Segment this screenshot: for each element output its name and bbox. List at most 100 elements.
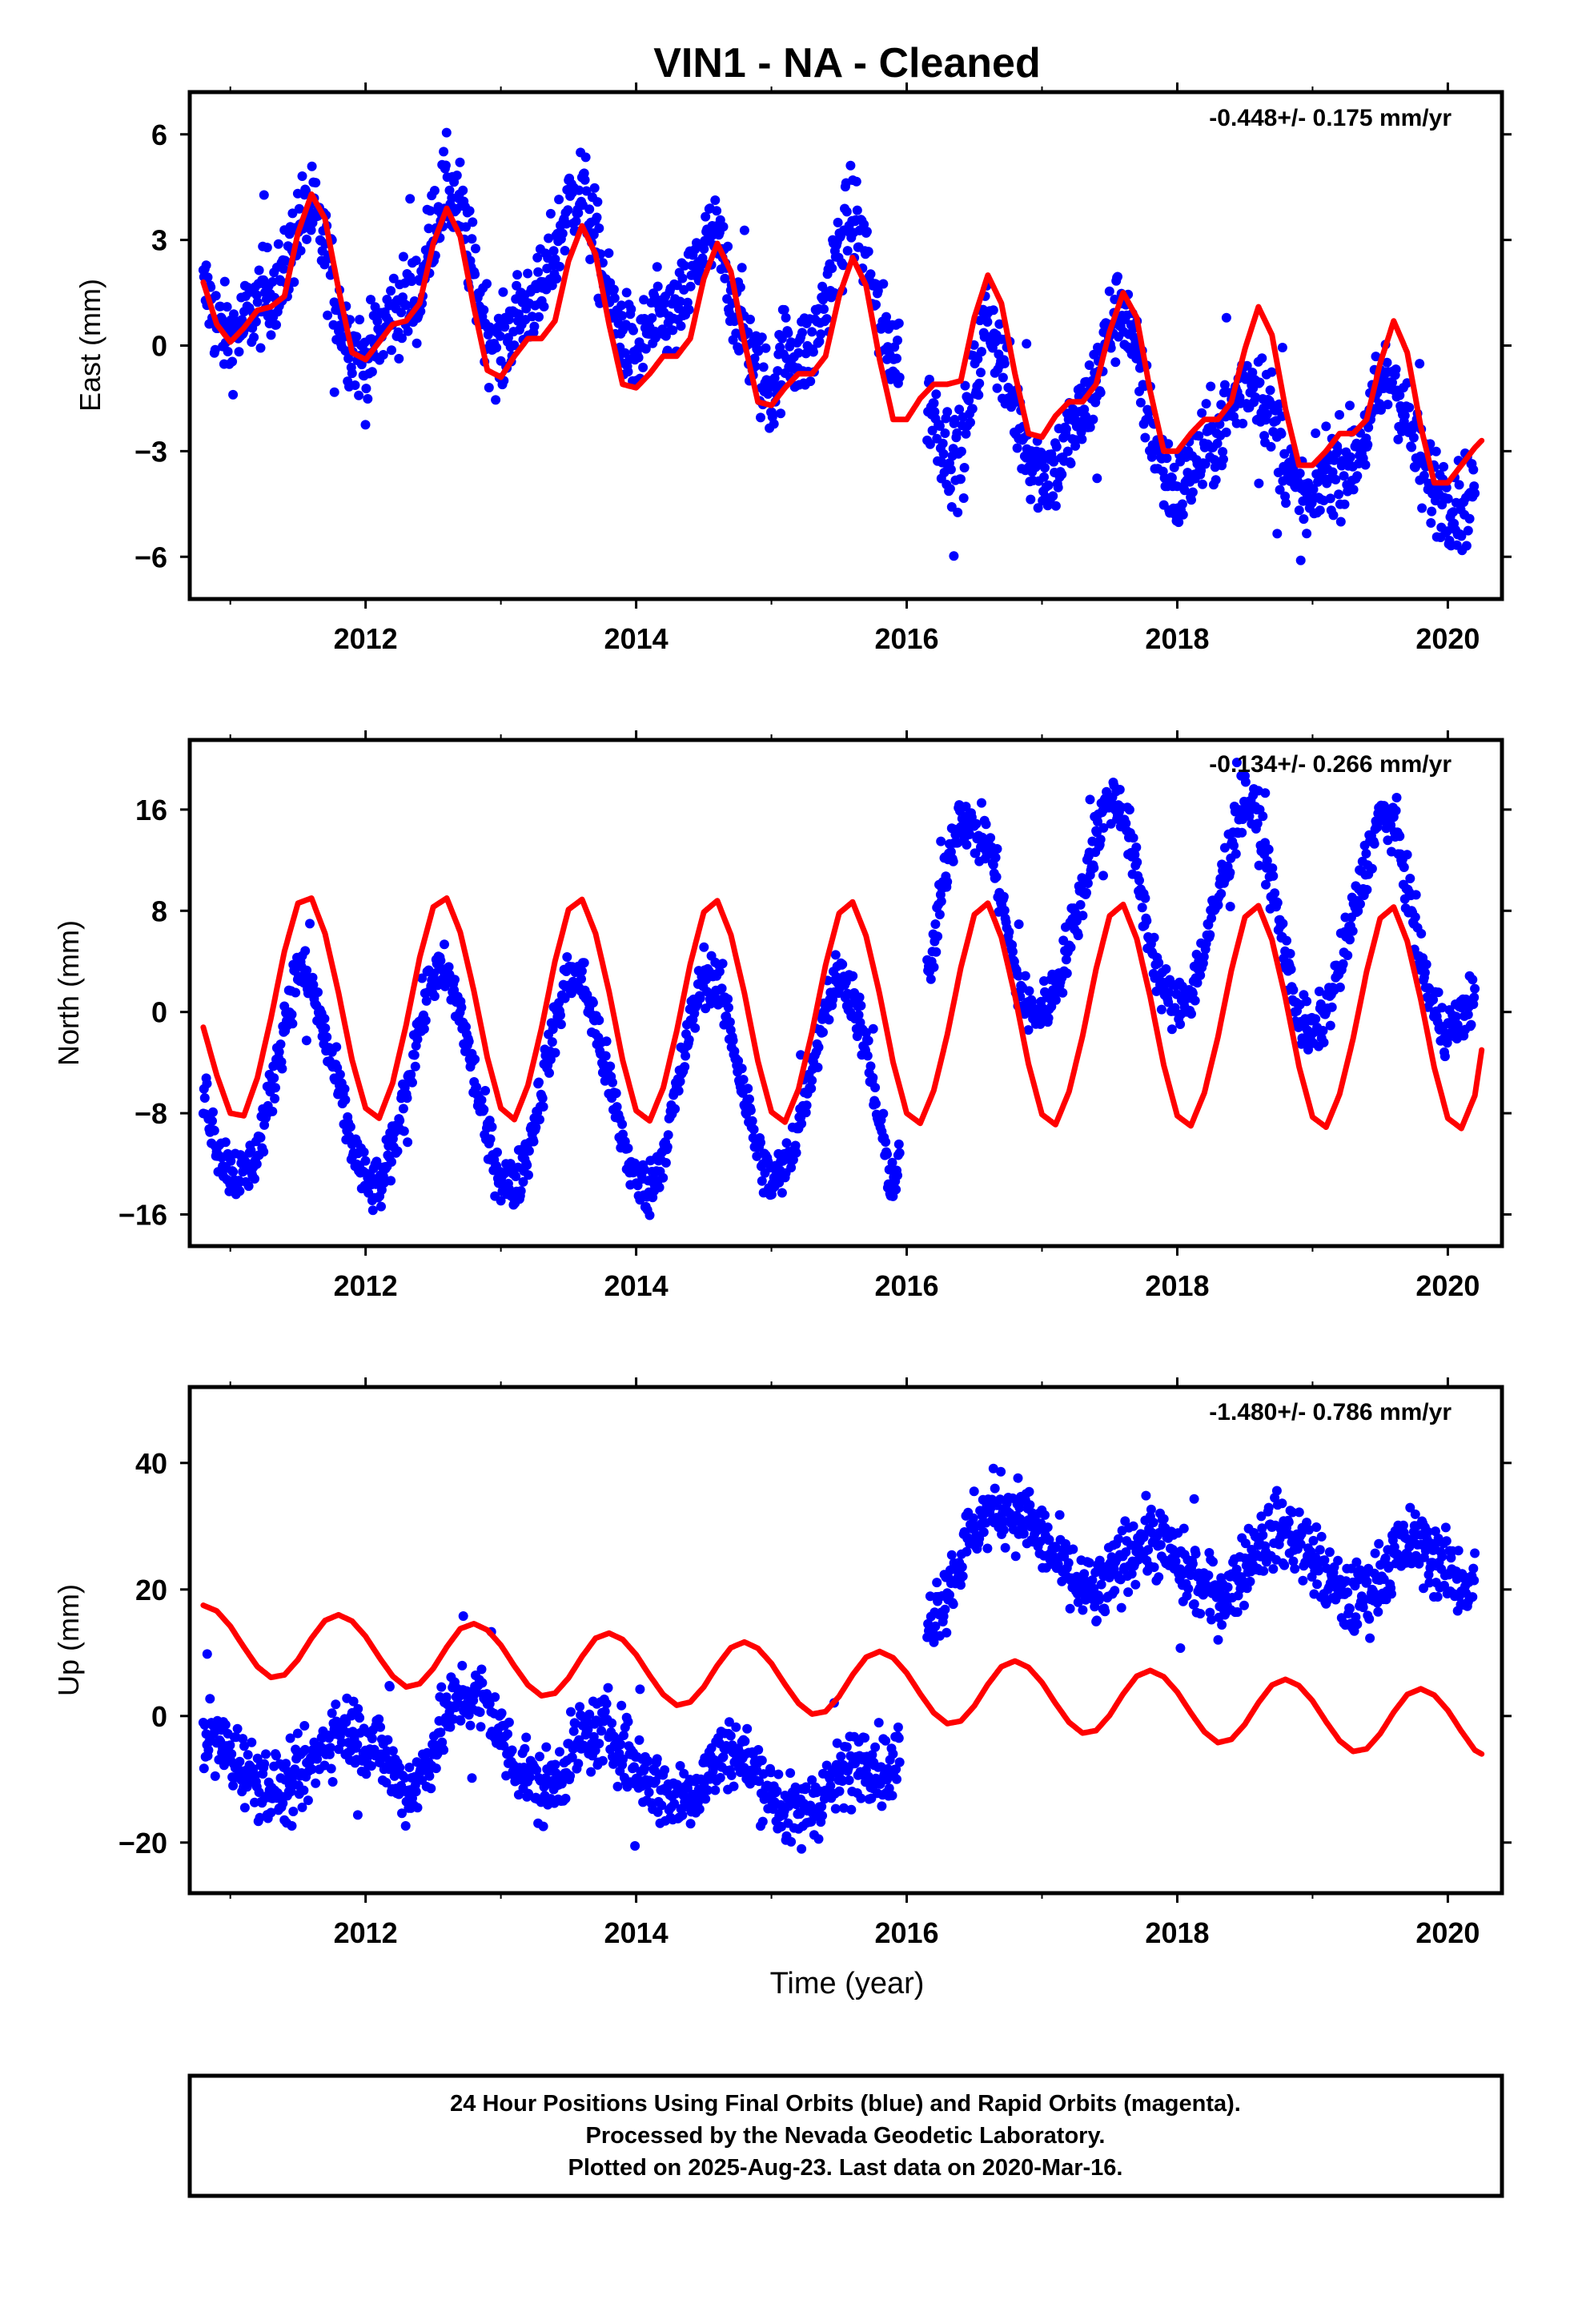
north-observation-point xyxy=(1229,840,1239,850)
north-observation-point xyxy=(601,1036,612,1047)
east-observation-point xyxy=(685,281,696,292)
east-observation-point xyxy=(1206,381,1216,392)
east-x-tick-label: 2012 xyxy=(334,622,398,655)
east-observation-point xyxy=(1219,454,1228,464)
east-observation-point xyxy=(1442,526,1452,537)
east-observation-point xyxy=(484,383,494,392)
north-observation-point xyxy=(305,919,315,929)
east-observation-point xyxy=(495,331,505,341)
north-observation-point xyxy=(409,1050,420,1060)
east-observation-point xyxy=(543,253,553,263)
north-observation-point xyxy=(1043,1013,1054,1023)
up-observation-point xyxy=(327,1777,338,1787)
north-observation-point xyxy=(535,1115,544,1124)
north-observation-point xyxy=(562,952,572,962)
east-observation-point xyxy=(676,321,686,332)
up-observation-point xyxy=(1333,1555,1343,1566)
up-observation-point xyxy=(303,1795,313,1806)
up-observation-point xyxy=(710,1785,721,1795)
east-observation-point xyxy=(808,347,818,357)
up-observation-point xyxy=(652,1754,662,1764)
up-observation-point xyxy=(660,1765,670,1775)
east-observation-point xyxy=(452,171,462,180)
east-observation-point xyxy=(1088,414,1098,424)
north-observation-point xyxy=(1347,926,1358,936)
east-y-tick-label: 6 xyxy=(151,119,167,151)
north-observation-point xyxy=(538,1102,548,1112)
up-observation-point xyxy=(457,1660,468,1671)
up-observation-point xyxy=(287,1821,297,1831)
east-observation-point xyxy=(203,272,213,283)
east-observation-point xyxy=(819,304,829,314)
up-observation-point xyxy=(1024,1486,1034,1497)
up-observation-point xyxy=(1010,1551,1021,1562)
east-observation-point xyxy=(604,248,614,259)
up-observation-point xyxy=(1290,1564,1300,1574)
up-observation-point xyxy=(496,1708,507,1719)
up-observation-point xyxy=(199,1763,209,1774)
north-observation-point xyxy=(524,1170,533,1180)
north-observation-point xyxy=(287,1009,297,1019)
east-observation-point xyxy=(532,252,543,263)
north-observation-point xyxy=(1411,890,1421,900)
east-observation-point xyxy=(363,394,373,404)
up-observation-point xyxy=(1078,1605,1088,1615)
north-observation-point xyxy=(277,1063,287,1074)
north-observation-point xyxy=(1073,931,1083,941)
east-observation-point xyxy=(548,246,559,256)
north-observation-point xyxy=(962,839,972,850)
north-observation-point xyxy=(528,1136,539,1147)
north-observation-point xyxy=(791,1148,801,1158)
north-observation-point xyxy=(1338,959,1348,969)
north-observation-point xyxy=(307,972,318,983)
north-observation-point xyxy=(977,798,986,808)
north-observation-point xyxy=(1327,1002,1337,1012)
north-observation-point xyxy=(287,1019,298,1029)
up-x-tick-label: 2016 xyxy=(874,1916,938,1949)
east-observation-point xyxy=(924,374,934,384)
north-observation-point xyxy=(420,1015,431,1026)
north-observation-point xyxy=(1278,919,1288,929)
east-observation-point xyxy=(407,276,417,287)
east-observation-point xyxy=(1039,472,1049,482)
up-observation-point xyxy=(475,1707,485,1717)
north-observation-point xyxy=(1131,842,1142,853)
east-observation-point xyxy=(539,301,549,312)
up-observation-point xyxy=(607,1718,617,1728)
east-observation-point xyxy=(329,387,339,397)
north-observation-point xyxy=(1345,935,1355,945)
north-observation-point xyxy=(926,974,936,984)
up-observation-point xyxy=(701,1794,711,1804)
east-observation-point xyxy=(633,352,644,363)
up-observation-point xyxy=(426,1783,436,1794)
north-observation-point xyxy=(992,844,1002,854)
east-observation-point xyxy=(482,279,492,289)
east-observation-point xyxy=(718,222,729,232)
east-observation-point xyxy=(946,464,956,475)
east-observation-point xyxy=(1174,517,1184,528)
east-observation-point xyxy=(938,448,949,459)
east-observation-point xyxy=(638,362,648,372)
up-observation-point xyxy=(786,1836,797,1847)
north-observation-point xyxy=(981,819,991,830)
north-observation-point xyxy=(673,1086,684,1096)
east-observation-point xyxy=(1254,478,1264,489)
east-observation-point xyxy=(976,368,986,378)
east-observation-point xyxy=(219,276,230,287)
north-observation-point xyxy=(743,1084,753,1094)
east-observation-point xyxy=(1207,421,1218,432)
up-observation-point xyxy=(1141,1490,1151,1501)
north-observation-point xyxy=(878,1108,889,1119)
north-observation-point xyxy=(524,1146,534,1156)
east-observation-point xyxy=(560,246,570,255)
east-observation-point xyxy=(1327,467,1338,477)
up-observation-point xyxy=(1189,1599,1199,1609)
north-observation-point xyxy=(1225,867,1235,878)
up-observation-point xyxy=(773,1769,784,1779)
north-y-tick-label: −8 xyxy=(135,1097,167,1130)
up-y-tick-label: −20 xyxy=(118,1827,167,1860)
east-observation-point xyxy=(621,287,632,298)
east-observation-point xyxy=(1382,357,1392,368)
east-observation-point xyxy=(1194,431,1204,441)
east-observation-point xyxy=(544,233,554,243)
